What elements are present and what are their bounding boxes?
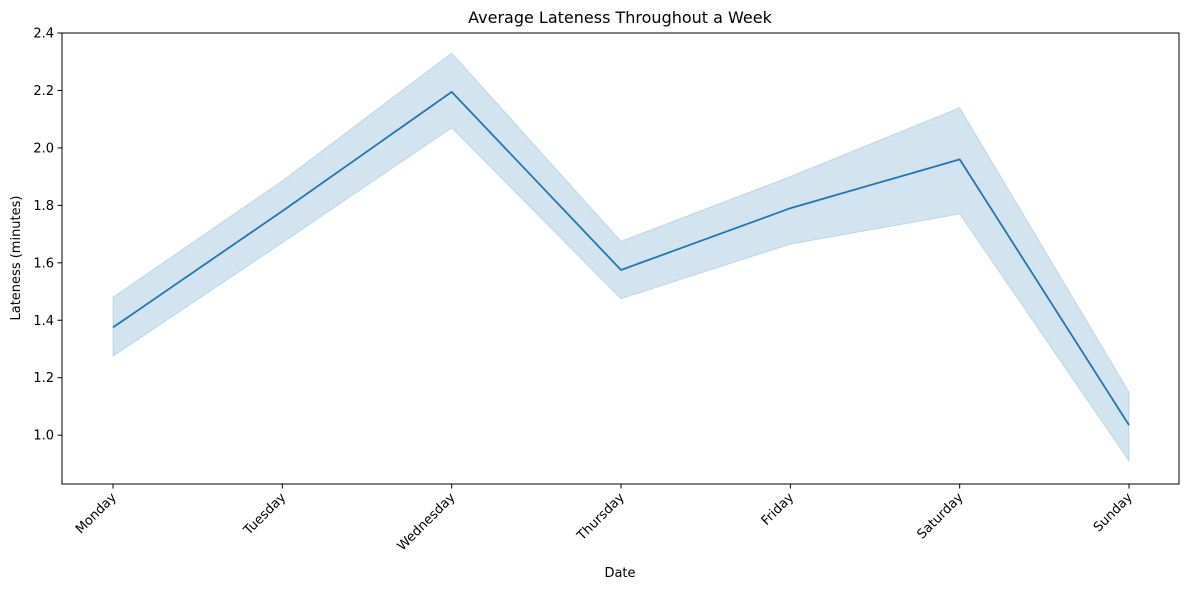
y-tick-label: 1.8 xyxy=(33,199,54,214)
plot-frame xyxy=(61,32,1180,485)
series-line xyxy=(112,91,1130,426)
y-tick-label: 1.6 xyxy=(33,256,54,271)
y-tick-label: 2.0 xyxy=(33,141,54,156)
y-tick-label: 1.0 xyxy=(33,429,54,444)
y-tick-label: 1.4 xyxy=(33,314,54,329)
y-tick-label: 1.2 xyxy=(33,371,54,386)
x-axis-label: Date xyxy=(604,566,635,581)
y-axis-label: Lateness (minutes) xyxy=(9,196,24,321)
plot-area xyxy=(112,52,1130,463)
y-tick-label: 2.4 xyxy=(33,27,54,42)
y-axis: 1.0 1.2 1.4 1.6 1.8 2.0 2.2 2.4 xyxy=(33,27,62,444)
chart-title: Average Lateness Throughout a Week xyxy=(468,8,772,27)
confidence-band xyxy=(112,52,1130,463)
y-tick-label: 2.2 xyxy=(33,84,54,99)
